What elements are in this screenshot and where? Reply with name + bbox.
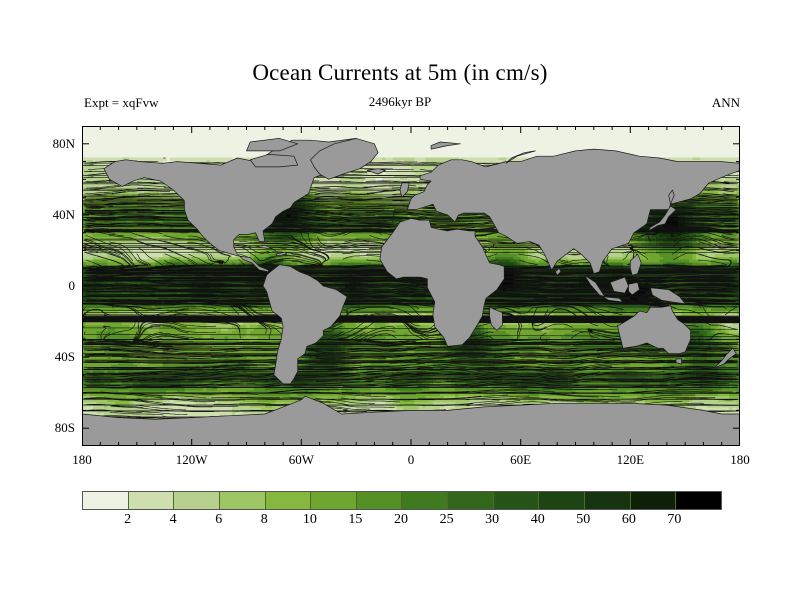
y-tick-label-80S: 80S xyxy=(54,420,75,436)
land-antarctica xyxy=(82,395,740,446)
colorbar-swatch-9 xyxy=(492,492,539,509)
x-tick-label-60W: 60W xyxy=(288,452,314,467)
colorbar-swatch-2 xyxy=(173,492,219,509)
colorbar-swatch-13 xyxy=(675,492,721,509)
land-japan xyxy=(648,205,677,232)
figure-subtitle: 2496kyr BP xyxy=(368,94,432,109)
land-cuba xyxy=(255,244,277,251)
land-novaya-zemlya xyxy=(505,150,536,164)
colorbar-tick-15: 15 xyxy=(348,512,363,527)
colorbar-tick-40: 40 xyxy=(530,512,545,527)
x-tick-label-180: 180 xyxy=(730,452,750,467)
land-africa-eurasia xyxy=(379,218,505,347)
colorbar-swatch-7 xyxy=(401,492,448,509)
land-sri-lanka xyxy=(555,267,562,276)
land-masses xyxy=(82,138,740,446)
land-tasmania xyxy=(675,358,682,365)
colorbar-swatch-5 xyxy=(310,492,356,509)
colorbar-tick-10: 10 xyxy=(302,512,317,527)
x-tick-label-120W: 120W xyxy=(175,452,208,467)
y-tick-label-40S: 40S xyxy=(54,349,75,365)
page-title: Ocean Currents at 5m (in cm/s) xyxy=(252,60,548,85)
y-tick-label-80N: 80N xyxy=(52,135,75,151)
colorbar-swatch-6 xyxy=(355,492,402,509)
colorbar-swatch-12 xyxy=(629,492,676,509)
land-australia xyxy=(617,305,691,354)
colorbar-swatch-8 xyxy=(447,492,493,509)
colorbar-swatch-4 xyxy=(264,492,311,509)
colorbar-tick-4: 4 xyxy=(169,512,177,527)
map-plot-area: 80N 40N 0 40S 80S 180 120W 60W 0 60E 120E 180 xyxy=(53,126,750,467)
land-new-guinea xyxy=(650,287,686,305)
colorbar-tick-50: 50 xyxy=(576,512,591,527)
colorbar-tick-25: 25 xyxy=(439,512,454,527)
colorbar-tick-2: 2 xyxy=(124,512,132,527)
colorbar-swatch-10 xyxy=(538,492,585,509)
land-baffin xyxy=(249,154,299,168)
experiment-label: Expt = xqFvw xyxy=(84,95,159,110)
colorbar-tick-8: 8 xyxy=(260,512,268,527)
colorbar-tick-60: 60 xyxy=(621,512,636,527)
season-label: ANN xyxy=(711,95,740,110)
y-tick-label-0: 0 xyxy=(68,278,76,293)
land-borneo xyxy=(609,276,629,294)
land-europe-asia xyxy=(392,148,740,274)
land-iceland xyxy=(366,168,386,175)
land-greenland xyxy=(310,138,379,180)
land-java xyxy=(602,296,624,303)
colorbar-swatch-11 xyxy=(584,492,630,509)
x-tick-label-120E: 120E xyxy=(616,452,645,467)
colorbar-swatch-1 xyxy=(127,492,174,509)
land-sakhalin xyxy=(668,189,675,205)
ocean-currents-map xyxy=(82,126,740,446)
land-south-america xyxy=(262,264,348,385)
land-madagascar xyxy=(489,306,503,331)
land-new-zealand xyxy=(714,347,737,369)
land-ellesmere xyxy=(246,138,299,152)
land-sulawesi xyxy=(628,282,640,296)
x-tick-label-60E: 60E xyxy=(510,452,532,467)
colorbar-tick-20: 20 xyxy=(394,512,408,527)
x-tick-label-0: 0 xyxy=(407,452,415,467)
colorbar[interactable] xyxy=(82,491,722,510)
colorbar-tick-6: 6 xyxy=(215,512,223,527)
colorbar-swatch-3 xyxy=(218,492,265,509)
land-sumatra xyxy=(584,274,606,298)
colorbar-swatch-0 xyxy=(83,492,128,509)
colorbar-tick-70: 70 xyxy=(667,512,682,527)
land-britain xyxy=(399,182,410,198)
land-svalbard xyxy=(430,141,461,150)
y-tick-label-40N: 40N xyxy=(52,206,75,222)
x-tick-label-180: 180 xyxy=(72,452,92,467)
land-hispaniola xyxy=(275,251,288,257)
land-philippines xyxy=(629,253,642,276)
colorbar-tick-30: 30 xyxy=(485,512,500,527)
